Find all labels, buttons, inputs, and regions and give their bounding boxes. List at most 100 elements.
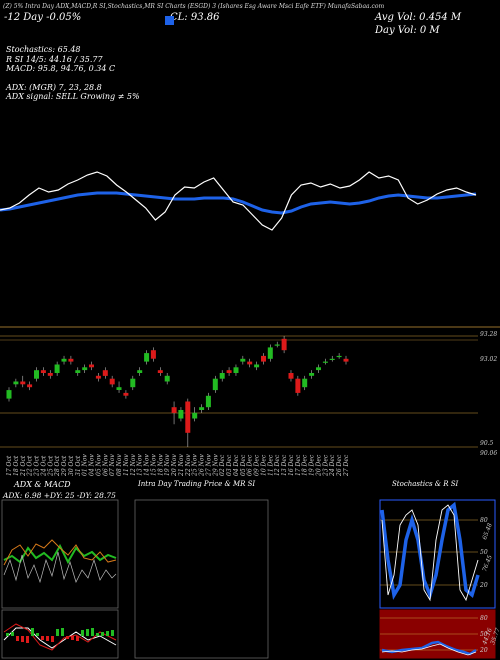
date-tick-label: 02 Dec [219,454,226,476]
macd-histogram-bar [6,633,9,636]
date-tick-label: 07 Nov [109,454,116,476]
macd-histogram-bar [101,632,104,636]
candle-body [329,358,335,360]
price-label-1: 93.28 [480,331,497,338]
candle-body [295,378,301,393]
candle-body [13,381,19,385]
date-tick-label: 21 Nov [178,454,185,477]
macd-histogram-bar [36,633,39,636]
candle-body [82,367,88,371]
macd-histogram-bar [21,636,24,642]
stoch-tick-50: 50 [480,549,488,556]
candle-body [6,390,12,399]
stoch-panel-frame [379,499,496,609]
candle-body [157,370,163,373]
candle-chart: 93.28 93.02 90.5 90.06 17 Oct 18 Oct 21 Oc… [0,331,497,477]
date-tick-label: 17 Dec [295,454,302,476]
candle-body [150,350,156,359]
adx-white-line [3,551,117,584]
adx-panel-frame [1,499,119,609]
candle-body [309,373,315,376]
candle-body [144,353,150,362]
adx-macd-panel [1,499,119,659]
indicator-list: Stochastics: 65.48 R SI 14/5: 44.16 / 35… [6,45,140,102]
date-tick-label: 04 Nov [89,454,96,476]
date-tick-label: 30 Oct [68,455,75,476]
candle-body [137,370,143,373]
candle-body [89,364,94,368]
date-tick-label: 06 Nov [102,454,109,476]
candle-body [20,381,26,385]
date-tick-label: 31 Oct [75,455,82,476]
indicator-stoch: Stochastics: 65.48 [6,45,81,54]
macd-panel-frame [1,609,119,659]
date-tick-label: 19 Dec [309,454,316,476]
ma-series-line [0,191,477,215]
macd-histogram-bar [31,628,34,636]
date-tick-label: 25 Nov [192,454,199,477]
rsi-tick-50: 50 [480,631,488,638]
macd-histogram-bar [76,636,79,641]
candle-body [302,378,308,388]
date-tick-label: 18 Dec [302,454,309,476]
date-tick-label: 28 Oct [54,455,61,477]
macd-histogram-bar [111,630,114,636]
candle-body [199,407,205,410]
macd-histogram-bar [81,630,84,636]
candle-body [34,370,39,379]
candle-body [130,378,136,388]
rsi-tick-20: 20 [479,647,488,654]
candle-body [109,378,115,385]
date-tick-label: 06 Dec [247,454,254,476]
stoch-rsi-panel: 80 50 20 65.48 76.45 80 50 20 44.16 35.7… [379,499,500,659]
macd-histogram-bar [86,629,89,636]
macd-histogram-bar [11,632,14,636]
candle-body [233,367,239,373]
candle-body [274,344,280,346]
candle-body [288,373,294,379]
candle-body [261,355,266,362]
candle-body [68,358,74,362]
date-tick-label: 12 Dec [274,454,281,476]
date-tick-label: 27 Nov [205,454,212,477]
date-tick-label: 24 Oct [40,455,47,477]
candle-body [212,378,218,391]
date-tick-label: 09 Dec [254,454,261,476]
date-tick-label: 22 Oct [27,455,34,477]
candle-body [164,375,170,382]
date-tick-label: 03 Dec [226,454,233,476]
candle-body [205,395,211,408]
candle-body [254,364,260,368]
candle-body [281,338,287,351]
date-tick-label: 21 Oct [20,455,27,477]
indicator-adx: ADX: (MGR) 7, 23, 28.8 [6,82,102,92]
macd-histogram-bar [16,636,19,641]
date-tick-label: 13 Nov [137,454,144,476]
macd-histogram-bar [106,631,109,636]
macd-histogram-bar [51,636,54,642]
candle-body [316,367,321,371]
date-tick-label: 25 Oct [47,455,54,477]
date-tick-label: 26 Dec [336,454,343,477]
rsi-tick-80: 80 [480,615,488,622]
candle-body [219,373,225,379]
date-tick-label: 20 Nov [171,454,178,477]
adx-panel-title: ADX & MACD [14,480,71,489]
price-label-2: 93.02 [480,356,497,363]
candle-body [322,361,328,363]
date-tick-label: 27 Dec [343,454,350,477]
rsi-white-line [381,643,477,656]
change-text: -12 Day -0.05% [4,12,82,23]
date-tick-label: 22 Nov [185,454,192,477]
candle-body [336,355,342,358]
date-tick-label: 26 Nov [199,454,206,477]
candle-body [95,375,101,379]
date-tick-label: 18 Oct [13,455,20,476]
date-tick-label: 05 Dec [240,454,247,476]
date-tick-label: 04 Dec [233,454,240,476]
adx-orange-line [3,539,117,566]
rsi-val-2: 35.77 [489,627,500,646]
stoch-blue-line [380,501,480,601]
rsi-series-line [0,171,477,231]
candle-body [171,407,177,413]
